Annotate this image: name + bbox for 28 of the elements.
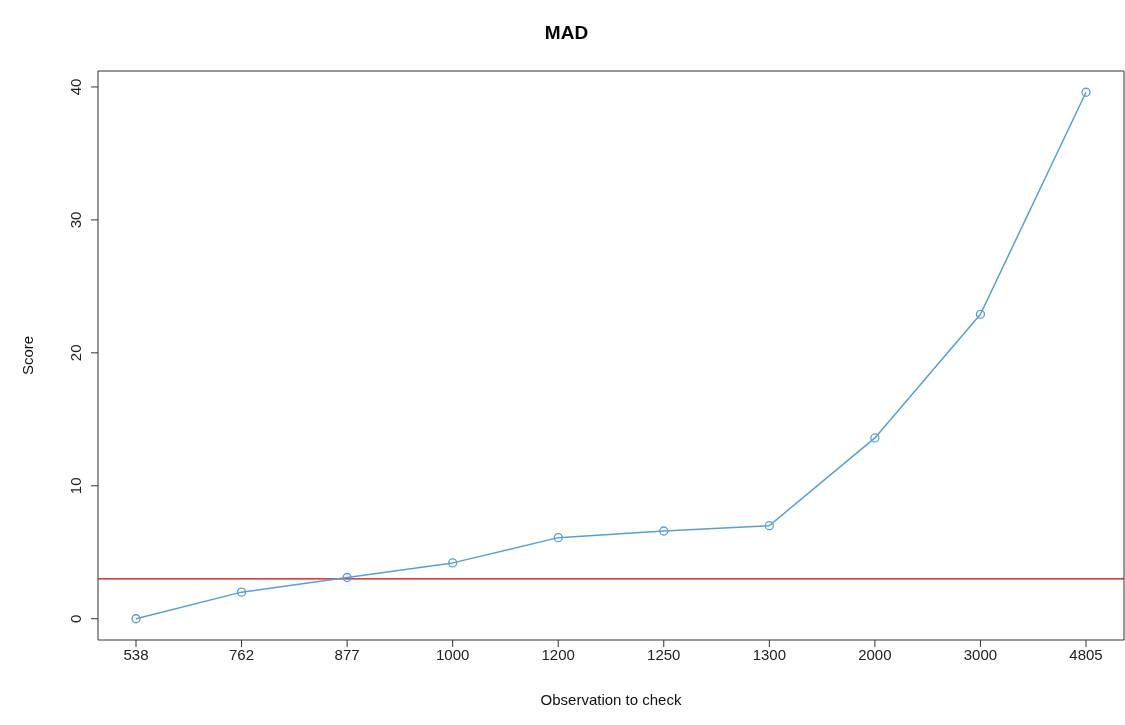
x-tick-label: 762 [229, 645, 255, 663]
x-tick-label: 1300 [752, 645, 787, 663]
point [131, 614, 141, 624]
x-tick-label: 3000 [963, 645, 998, 663]
point [975, 309, 986, 319]
y-tick-label: 40 [67, 78, 84, 96]
point [553, 532, 563, 543]
point [659, 526, 669, 536]
point [1081, 87, 1091, 97]
point [448, 558, 458, 568]
point [342, 572, 352, 583]
x-tick-label: 1200 [541, 645, 575, 663]
x-tick-label: 4805 [1069, 645, 1103, 663]
x-tick-label: 1000 [435, 645, 470, 663]
y-tick-label: 20 [67, 344, 84, 362]
x-axis-title: Observation to check [540, 691, 682, 708]
point [236, 587, 247, 597]
point [764, 521, 774, 531]
x-tick-label: 1250 [647, 645, 681, 663]
y-tick-label: 0 [67, 614, 84, 623]
y-axis-title: Score [19, 335, 37, 376]
x-tick-label: 877 [334, 645, 360, 663]
x-tick-label: 538 [123, 645, 149, 663]
y-tick-label: 10 [67, 477, 84, 495]
x-tick-label: 2000 [858, 645, 892, 663]
y-tick-label: 30 [67, 211, 84, 229]
chart-title: MAD [543, 22, 590, 44]
point [870, 433, 880, 443]
